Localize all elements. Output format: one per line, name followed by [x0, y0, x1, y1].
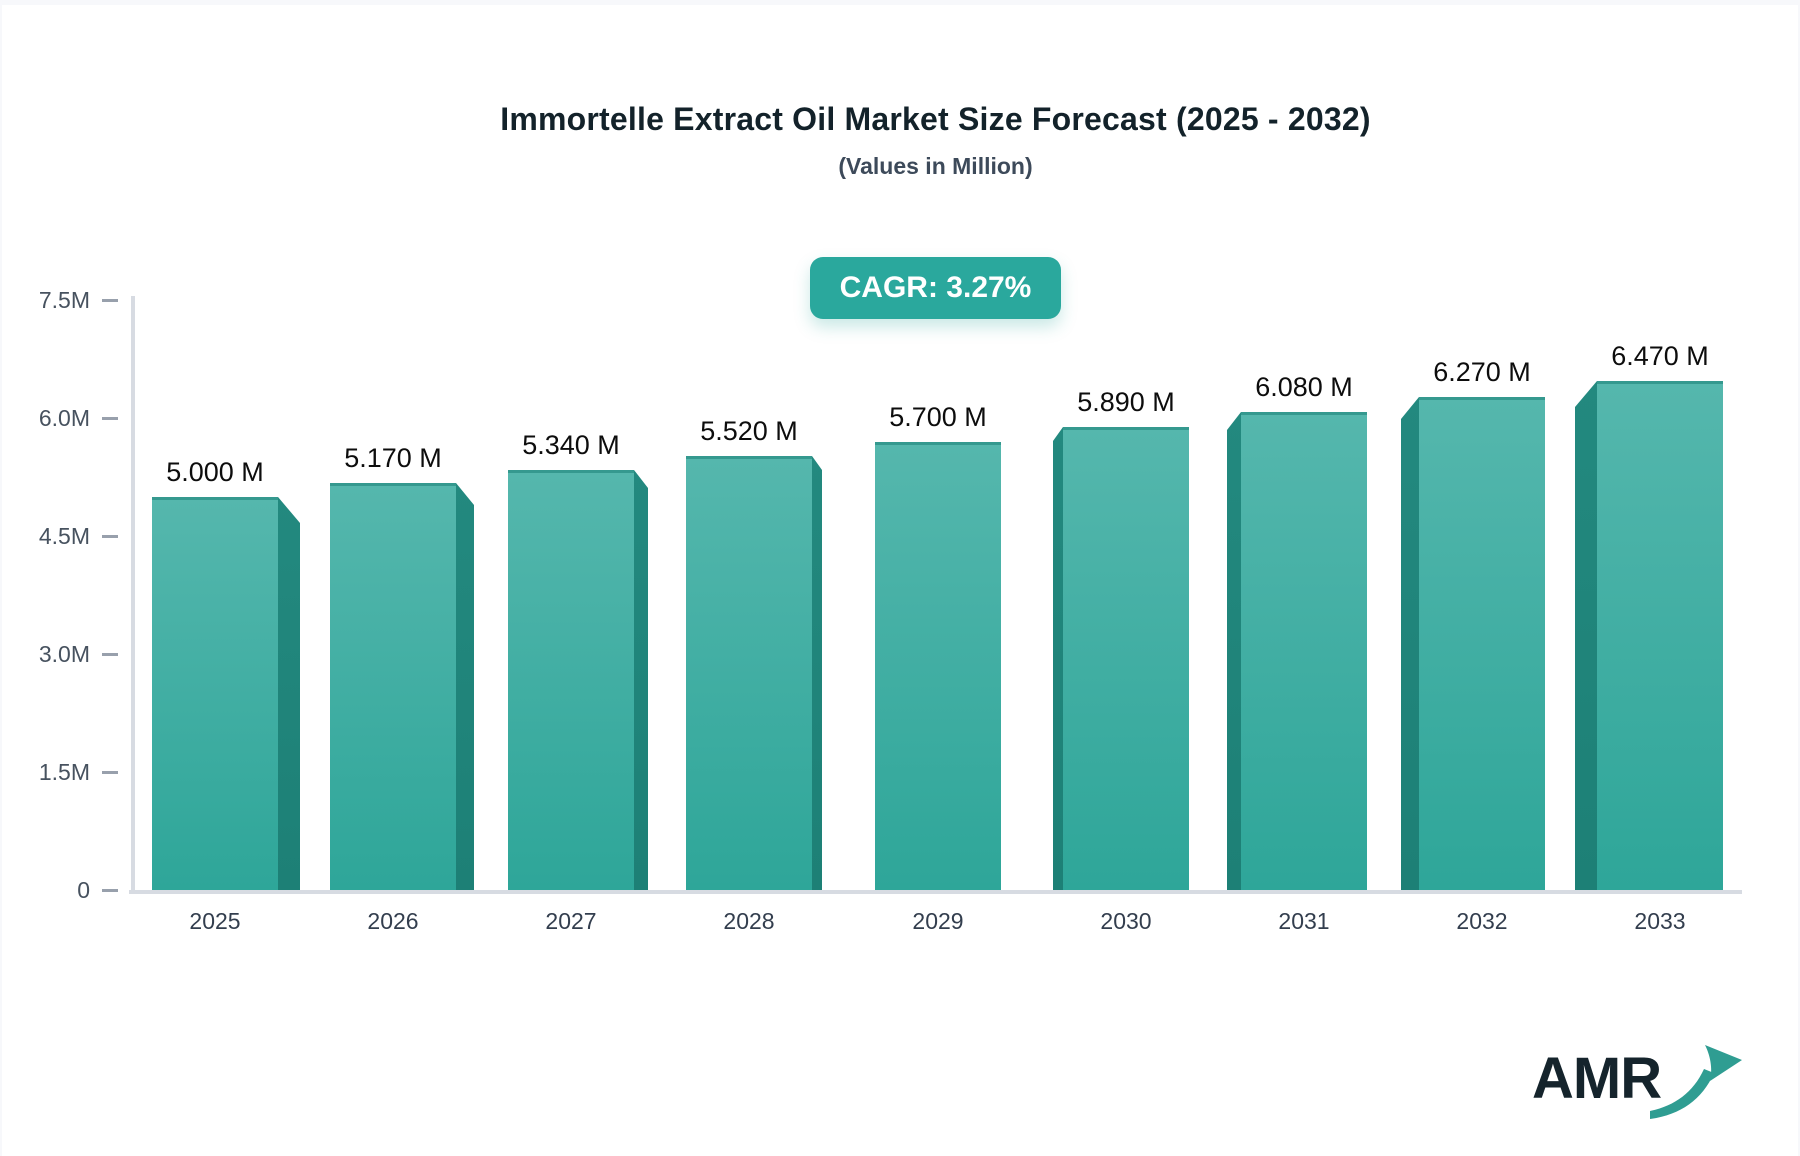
y-tick-dash: [102, 535, 118, 538]
bars-container: 5.000 M 2025 5.170 M 2026 5.340 M 2027 5.520 M…: [152, 300, 1752, 934]
bar-side: [1227, 412, 1241, 890]
bar-year-label: 2028: [723, 908, 775, 934]
bar-side: [634, 470, 648, 890]
y-tick-label: 0: [77, 877, 90, 903]
bar-face: [875, 442, 1001, 890]
x-axis-line: [129, 890, 1742, 894]
bar-year-label: 2029: [912, 908, 964, 934]
bar-group: 5.170 M 2026: [330, 443, 477, 934]
bar-year-label: 2026: [367, 908, 419, 934]
bar-side: [812, 456, 822, 890]
bar-face: [1063, 427, 1189, 890]
bar-value-label: 5.700 M: [889, 402, 987, 432]
y-tick-dash: [102, 417, 118, 420]
bar-value-label: 5.520 M: [700, 416, 798, 446]
y-tick-label: 3.0M: [38, 641, 90, 667]
bar-face: [508, 470, 634, 890]
y-tick-label: 1.5M: [38, 759, 90, 785]
bar-group: 5.890 M 2030: [1042, 387, 1189, 934]
y-tick-dash: [102, 771, 118, 774]
y-tick-label: 6.0M: [38, 405, 90, 431]
y-tick-dash: [102, 889, 118, 892]
cagr-badge-row: CAGR: 3.27%: [129, 257, 1742, 319]
bar-side: [1575, 381, 1597, 890]
y-axis-line: [131, 296, 135, 892]
bar-face: [152, 497, 278, 890]
bar-group: 5.000 M 2025: [152, 457, 300, 934]
bar-value-label: 6.080 M: [1255, 372, 1353, 402]
bar-group: 6.080 M 2031: [1220, 372, 1367, 934]
bar-side: [1401, 397, 1419, 890]
bar-face: [1241, 412, 1367, 890]
y-tick-label: 4.5M: [38, 523, 90, 549]
bar-face: [686, 456, 812, 890]
chart-title: Immortelle Extract Oil Market Size Forec…: [500, 101, 1371, 137]
bar-value-label: 5.000 M: [166, 457, 264, 487]
bar-group: 6.470 M 2033: [1575, 341, 1723, 934]
bar-group: 5.520 M 2028: [686, 416, 833, 934]
growth-arrow-icon: [1650, 1045, 1742, 1119]
bar-face: [330, 483, 456, 890]
bar-year-label: 2031: [1278, 908, 1330, 934]
bar-value-label: 5.890 M: [1077, 387, 1175, 417]
y-tick-dash: [102, 299, 118, 302]
bar-value-label: 6.270 M: [1433, 357, 1531, 387]
amr-logo: AMR: [1532, 1037, 1742, 1137]
bar-side: [1053, 427, 1063, 890]
bar-face: [1419, 397, 1545, 890]
chart-subtitle: (Values in Million): [838, 153, 1033, 179]
chart-card: Immortelle Extract Oil Market Size Forec…: [2, 5, 1798, 1156]
y-tick-dash: [102, 653, 118, 656]
bar-year-label: 2027: [545, 908, 597, 934]
bar-year-label: 2033: [1634, 908, 1686, 934]
bar-side: [278, 497, 300, 890]
bar-year-label: 2025: [189, 908, 241, 934]
amr-logo-text: AMR: [1532, 1046, 1662, 1111]
bar-side: [456, 483, 474, 890]
bar-value-label: 5.170 M: [344, 443, 442, 473]
bar-group: 6.270 M 2032: [1398, 357, 1545, 934]
bar-value-label: 5.340 M: [522, 430, 620, 460]
y-tick-label: 7.5M: [38, 287, 90, 313]
bar-year-label: 2032: [1456, 908, 1508, 934]
bar-value-label: 6.470 M: [1611, 341, 1709, 371]
bar-face: [1597, 381, 1723, 890]
cagr-badge: CAGR: 3.27%: [809, 257, 1062, 319]
bar-group: 5.340 M 2027: [508, 430, 655, 934]
bar-year-label: 2030: [1100, 908, 1152, 934]
bar-group: 5.700 M 2029: [864, 402, 1011, 934]
